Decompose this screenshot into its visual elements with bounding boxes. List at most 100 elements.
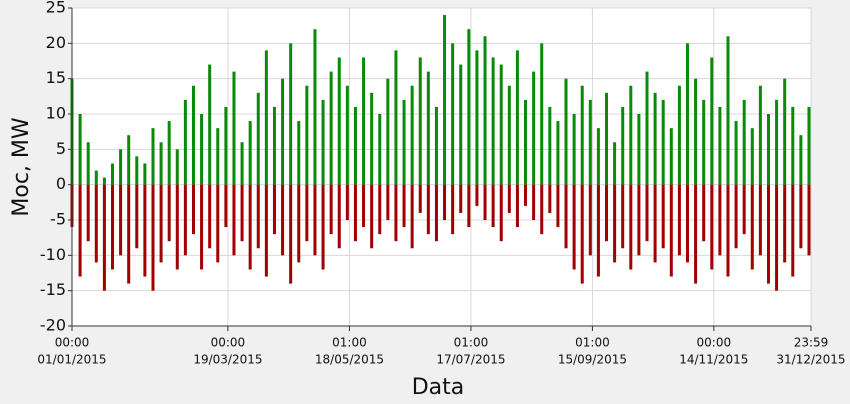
x-tick-time: 00:00 bbox=[697, 336, 732, 350]
bar bbox=[572, 184, 576, 270]
bar bbox=[264, 50, 268, 185]
bar bbox=[78, 114, 82, 185]
bar bbox=[289, 184, 293, 284]
bar bbox=[645, 184, 649, 242]
bar bbox=[143, 163, 147, 185]
bar bbox=[775, 99, 779, 185]
x-axis-label: Data bbox=[412, 375, 465, 400]
bar bbox=[532, 71, 536, 185]
bar bbox=[159, 142, 163, 185]
x-tick-time: 00:00 bbox=[211, 336, 246, 350]
bar bbox=[410, 184, 414, 249]
bar bbox=[119, 149, 123, 185]
bar bbox=[524, 184, 528, 206]
bar bbox=[337, 184, 341, 249]
bar bbox=[548, 106, 552, 185]
y-tick-label: -15 bbox=[40, 280, 66, 299]
bar bbox=[86, 184, 90, 242]
bar bbox=[305, 85, 309, 185]
bar bbox=[791, 184, 795, 277]
bar bbox=[362, 184, 366, 228]
bar bbox=[426, 71, 430, 185]
y-tick-label: 20 bbox=[46, 33, 66, 52]
bar bbox=[564, 78, 568, 185]
bar bbox=[734, 184, 738, 249]
bar bbox=[507, 184, 511, 213]
bar bbox=[475, 50, 479, 185]
bar bbox=[483, 36, 487, 185]
bar bbox=[637, 184, 641, 256]
bar bbox=[451, 43, 455, 185]
bar bbox=[240, 142, 244, 185]
x-tick-time: 01:00 bbox=[454, 336, 489, 350]
bar bbox=[386, 78, 390, 185]
bar bbox=[637, 114, 641, 185]
bar bbox=[783, 184, 787, 263]
bar bbox=[208, 184, 212, 249]
bar bbox=[718, 184, 722, 256]
bar bbox=[596, 184, 600, 277]
bar bbox=[127, 184, 131, 284]
bar bbox=[694, 78, 698, 185]
bar bbox=[313, 184, 317, 256]
bar bbox=[183, 99, 187, 185]
y-tick-label: -10 bbox=[40, 245, 66, 264]
bar bbox=[588, 99, 592, 185]
bar bbox=[645, 71, 649, 185]
bar bbox=[224, 106, 228, 185]
bar bbox=[467, 184, 471, 228]
bar bbox=[78, 184, 82, 277]
bar bbox=[370, 184, 374, 249]
bar bbox=[272, 106, 276, 185]
bar bbox=[661, 99, 665, 185]
bar bbox=[750, 184, 754, 270]
bar bbox=[677, 85, 681, 185]
bar bbox=[685, 43, 689, 185]
bar bbox=[718, 106, 722, 185]
bar bbox=[605, 184, 609, 242]
bar bbox=[685, 184, 689, 263]
bar bbox=[613, 184, 617, 263]
bar bbox=[232, 71, 236, 185]
bar bbox=[378, 184, 382, 235]
bar bbox=[272, 184, 276, 235]
bar bbox=[135, 156, 139, 185]
bar bbox=[167, 184, 171, 242]
x-tick-time: 23:59 bbox=[794, 336, 829, 350]
bar bbox=[443, 15, 447, 185]
bar bbox=[491, 57, 495, 185]
bar bbox=[321, 99, 325, 185]
bar bbox=[629, 184, 633, 270]
bar bbox=[734, 121, 738, 185]
bar bbox=[102, 177, 106, 185]
bar bbox=[329, 184, 333, 235]
bar bbox=[281, 184, 285, 256]
bar bbox=[750, 128, 754, 185]
bar bbox=[224, 184, 228, 228]
bar bbox=[710, 57, 714, 185]
y-tick-label: -5 bbox=[50, 210, 66, 229]
bar bbox=[596, 128, 600, 185]
bar bbox=[248, 121, 252, 185]
bar bbox=[297, 184, 301, 263]
bar bbox=[540, 184, 544, 235]
bar bbox=[459, 64, 463, 185]
bar bbox=[94, 184, 98, 263]
bar bbox=[742, 99, 746, 185]
bar bbox=[556, 121, 560, 185]
plot-area bbox=[71, 7, 812, 327]
bar bbox=[86, 142, 90, 185]
bar bbox=[110, 163, 114, 185]
bar bbox=[580, 85, 584, 185]
bar bbox=[313, 29, 317, 185]
x-tick-date: 14/11/2015 bbox=[679, 353, 748, 367]
bar bbox=[256, 184, 260, 249]
x-tick-date: 01/01/2015 bbox=[37, 353, 106, 367]
bar bbox=[783, 78, 787, 185]
bar bbox=[216, 184, 220, 263]
bar bbox=[580, 184, 584, 284]
bar bbox=[191, 184, 195, 235]
bar bbox=[742, 184, 746, 235]
bar bbox=[353, 184, 357, 242]
bar bbox=[167, 121, 171, 185]
